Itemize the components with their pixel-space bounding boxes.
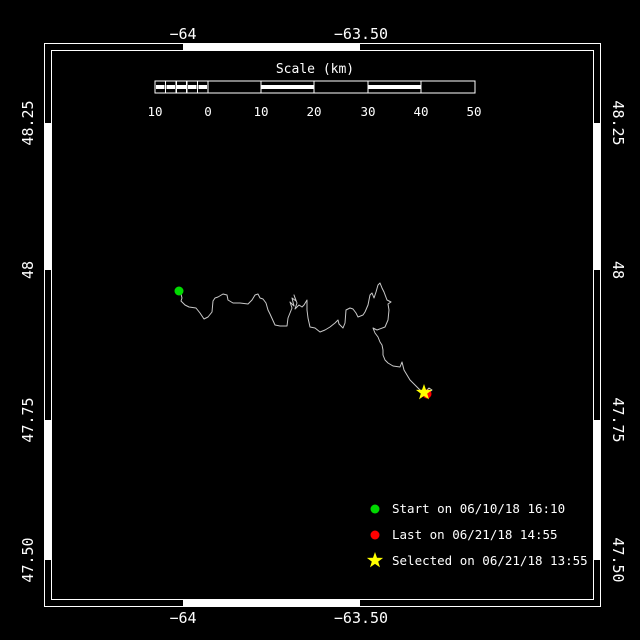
legend-star-icon bbox=[366, 552, 384, 568]
legend: Start on 06/10/18 16:10 Last on 06/21/18… bbox=[366, 501, 588, 568]
scale-tick-label: 0 bbox=[204, 104, 212, 119]
legend-start-label: Start on 06/10/18 16:10 bbox=[392, 501, 565, 516]
lon-tick-label: −63.50 bbox=[334, 609, 388, 627]
start-position-marker[interactable] bbox=[174, 286, 184, 296]
scale-tick-label: 10 bbox=[253, 104, 268, 119]
border-fill-right-lower bbox=[593, 420, 601, 560]
scale-bar-stripe bbox=[177, 85, 186, 89]
border-fill-left-lower bbox=[44, 420, 52, 560]
border-fill-bottom bbox=[183, 599, 360, 607]
scale-bar-stripe bbox=[261, 85, 314, 89]
scale-tick-label: 20 bbox=[306, 104, 321, 119]
border-fill-top bbox=[183, 43, 360, 51]
lat-tick-label: 47.75 bbox=[19, 397, 37, 442]
scale-tick-label: 50 bbox=[466, 104, 481, 119]
border-fill-left-upper bbox=[44, 123, 52, 270]
lon-tick-label: −63.50 bbox=[334, 25, 388, 43]
border-fill-right-upper bbox=[593, 123, 601, 270]
scale-tick-label: 30 bbox=[360, 104, 375, 119]
scale-tick-label: 40 bbox=[413, 104, 428, 119]
lon-tick-label: −64 bbox=[169, 609, 196, 627]
scale-bar-outline bbox=[154, 80, 476, 94]
legend-selected-label: Selected on 06/21/18 13:55 bbox=[392, 553, 588, 568]
scale-bar-stripe bbox=[368, 85, 421, 89]
lat-tick-label: 48.25 bbox=[19, 100, 37, 145]
lat-axis-labels: 48.25 48 47.75 47.50 48.25 48 47.75 47.5… bbox=[19, 100, 627, 582]
lat-tick-label: 47.50 bbox=[609, 537, 627, 582]
scale-bar: Scale (km) 10 0 10 20 30 40 50 bbox=[147, 62, 481, 119]
scale-tick-label: 10 bbox=[147, 104, 162, 119]
lon-tick-label: −64 bbox=[169, 25, 196, 43]
scale-bar-title: Scale (km) bbox=[276, 62, 354, 77]
scale-bar-stripe bbox=[187, 85, 197, 89]
track-line[interactable] bbox=[178, 282, 433, 395]
lat-tick-label: 47.75 bbox=[609, 397, 627, 442]
lat-tick-label: 47.50 bbox=[19, 537, 37, 582]
scale-bar-stripe bbox=[166, 85, 176, 89]
lat-tick-label: 48 bbox=[19, 261, 37, 279]
map-frame bbox=[43, 42, 602, 608]
selected-position-star[interactable] bbox=[415, 384, 433, 400]
lon-axis-labels: −64 −63.50 −64 −63.50 bbox=[169, 25, 388, 627]
lat-tick-label: 48.25 bbox=[609, 100, 627, 145]
legend-last-label: Last on 06/21/18 14:55 bbox=[392, 527, 558, 542]
lat-tick-label: 48 bbox=[609, 261, 627, 279]
scale-bar-stripe bbox=[156, 85, 165, 89]
legend-start-circle-icon bbox=[370, 504, 380, 514]
legend-last-circle-icon bbox=[370, 530, 380, 540]
scale-bar-stripe bbox=[198, 85, 207, 89]
